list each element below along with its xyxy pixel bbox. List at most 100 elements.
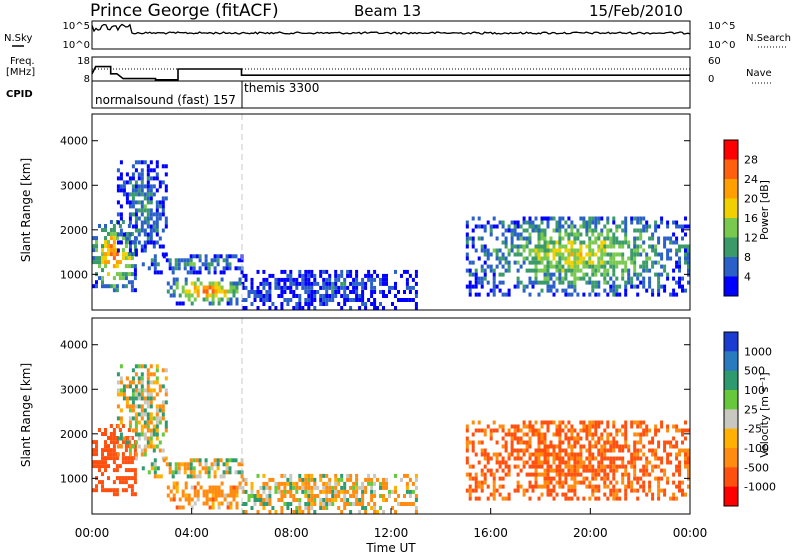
power-cell-261 — [146, 164, 150, 169]
power-cell-745 — [370, 294, 374, 298]
power-cell-335 — [153, 266, 157, 271]
velocity-cell-890 — [492, 428, 496, 433]
velocity-cell-1302 — [603, 480, 607, 485]
velocity-cell-417 — [169, 497, 173, 502]
velocity-cell-1492 — [657, 480, 661, 485]
power-cell-1031 — [537, 228, 541, 233]
power-cell-793 — [405, 277, 409, 282]
power-cell-586 — [292, 294, 296, 298]
power-cell-5 — [92, 236, 95, 241]
power-cell-969 — [522, 260, 526, 265]
velocity-cell-1394 — [627, 484, 631, 489]
velocity-cell-700 — [346, 502, 350, 506]
power-cell-1390 — [624, 228, 628, 233]
velocity-cell-667 — [328, 485, 332, 490]
power-cell-400 — [225, 262, 229, 267]
velocity-cell-308 — [158, 404, 162, 409]
power-cell-290 — [155, 228, 159, 233]
velocity-cell-613 — [304, 481, 308, 486]
power-cell-656 — [325, 302, 329, 306]
power-cell-1281 — [597, 260, 601, 265]
power-cell-1386 — [624, 260, 628, 265]
power-cell-877 — [489, 264, 493, 269]
velocity-cell-1072 — [546, 428, 550, 433]
velocity-cell-50 — [109, 452, 113, 457]
velocity-cell-608 — [304, 506, 308, 510]
power-cell-755 — [373, 285, 377, 290]
power-cell-74 — [115, 252, 119, 257]
power-cell-1234 — [588, 292, 592, 297]
velocity-cell-1195 — [576, 468, 580, 473]
velocity-cell-1021 — [537, 484, 541, 489]
power-cell-687 — [340, 306, 344, 310]
power-cell-1197 — [576, 256, 580, 261]
velocity-cell-591 — [295, 506, 299, 510]
velocity-cell-202 — [137, 444, 141, 449]
power-cell-482 — [223, 289, 227, 294]
velocity-cell-609 — [304, 502, 308, 506]
power-cell-1005 — [531, 224, 535, 229]
power-cell-1194 — [576, 268, 580, 273]
velocity-cell-1406 — [630, 456, 634, 461]
power-cell-1562 — [684, 256, 687, 261]
velocity-cell-1414 — [633, 464, 637, 469]
velocity-cell-1366 — [618, 456, 622, 461]
velocity-cell-1017 — [534, 432, 538, 437]
power-cell-832 — [471, 236, 475, 241]
velocity-cell-346 — [168, 462, 172, 467]
power-cell-826 — [468, 236, 472, 241]
power-cell-907 — [501, 280, 505, 285]
velocity-cell-849 — [477, 420, 481, 425]
power-cell-344 — [168, 266, 172, 271]
power-cell-460 — [208, 285, 212, 290]
power-cell-789 — [403, 269, 406, 274]
velocity-cell-534 — [262, 489, 266, 494]
power-cell-944 — [513, 232, 517, 237]
power-cell-1231 — [585, 228, 589, 233]
power-cell-23 — [101, 268, 104, 273]
power-cell-774 — [388, 290, 391, 294]
power-cell-1477 — [651, 244, 655, 249]
velocity-cell-1172 — [570, 444, 574, 449]
velocity-cell-316 — [161, 408, 165, 413]
velocity-cell-1142 — [564, 460, 568, 465]
power-cell-1300 — [603, 288, 607, 293]
power-cell-700 — [346, 298, 350, 302]
power-cell-1392 — [624, 220, 628, 225]
velocity-cell-391 — [216, 466, 220, 471]
velocity-cell-519 — [253, 502, 257, 506]
velocity-cell-186 — [134, 456, 138, 461]
power-cell-284 — [152, 192, 156, 197]
velocity-cell-1544 — [678, 484, 681, 489]
velocity-cell-832 — [471, 440, 475, 445]
power-cell-1494 — [657, 260, 661, 265]
velocity-cell-830 — [471, 448, 475, 453]
power-cell-606 — [301, 277, 305, 282]
velocity-cell-1254 — [591, 468, 595, 473]
velocity-cell-933 — [510, 452, 514, 457]
velocity-cell-223 — [140, 396, 144, 401]
power-cell-38 — [104, 228, 107, 232]
velocity-colorbar-swatch-3 — [724, 390, 738, 410]
power-cell-1256 — [591, 252, 595, 257]
velocity-cell-1424 — [636, 488, 640, 493]
power-cell-1394 — [627, 280, 631, 285]
power-colorbar-frame — [723, 139, 739, 297]
velocity-cell-937 — [510, 436, 514, 441]
velocity-cell-41 — [107, 476, 110, 481]
velocity-cell-1097 — [555, 492, 559, 497]
velocity-cell-1408 — [630, 424, 634, 429]
power-cell-1136 — [564, 292, 568, 297]
power-cell-547 — [268, 285, 272, 290]
velocity-cell-889 — [492, 452, 496, 457]
power-cell-1501 — [660, 264, 664, 269]
velocity-cell-1203 — [579, 480, 583, 485]
power-cell-1432 — [636, 220, 640, 225]
velocity-cell-809 — [465, 488, 469, 493]
power-cell-1282 — [597, 256, 601, 261]
velocity-cell-1428 — [636, 452, 640, 457]
velocity-cell-1116 — [558, 452, 562, 457]
power-cell-464 — [211, 293, 215, 298]
power-cell-635 — [313, 298, 317, 302]
velocity-cell-1026 — [537, 452, 541, 457]
